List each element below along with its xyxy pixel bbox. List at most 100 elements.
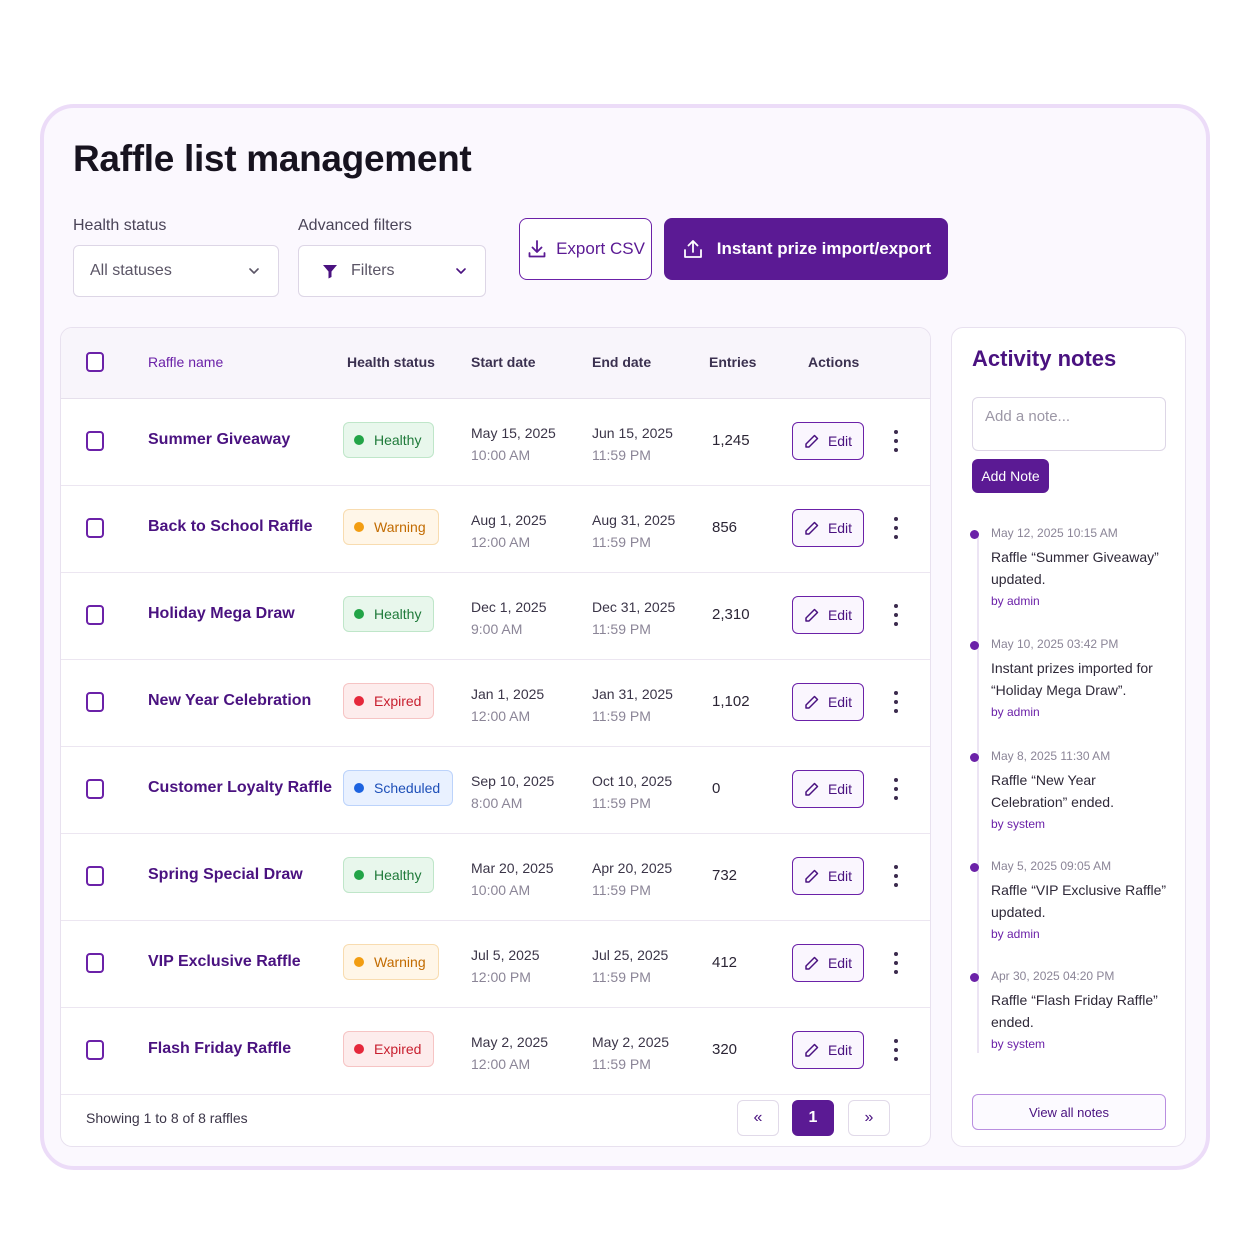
- start-time: 10:00 AM: [471, 447, 531, 463]
- edit-button[interactable]: Edit: [792, 509, 864, 547]
- end-date: May 2, 2025: [592, 1034, 670, 1050]
- status-badge: Healthy: [343, 857, 435, 893]
- status-label: Healthy: [374, 432, 422, 448]
- health-status-select[interactable]: All statuses: [73, 245, 279, 297]
- table-row: Customer Loyalty Raffle Scheduled Sep 10, …: [61, 746, 930, 834]
- row-checkbox[interactable]: [86, 779, 104, 799]
- raffle-name[interactable]: Customer Loyalty Raffle: [148, 779, 333, 796]
- edit-button[interactable]: Edit: [792, 944, 864, 982]
- end-time: 11:59 PM: [592, 1056, 651, 1072]
- entries-count: 1,245: [712, 432, 750, 449]
- advanced-filters-select[interactable]: Filters: [298, 245, 486, 297]
- more-options-icon[interactable]: [889, 430, 903, 452]
- edit-button[interactable]: Edit: [792, 422, 864, 460]
- add-note-button[interactable]: Add Note: [972, 459, 1049, 493]
- more-options-icon[interactable]: [889, 517, 903, 539]
- activity-notes-title: Activity notes: [972, 346, 1117, 371]
- table-row: Holiday Mega Draw Healthy Dec 1, 2025 9:00 …: [61, 572, 930, 660]
- note-timestamp: May 5, 2025 09:05 AM: [991, 859, 1112, 873]
- row-checkbox[interactable]: [86, 431, 104, 451]
- more-options-icon[interactable]: [889, 952, 903, 974]
- table-row: Back to School Raffle Warning Aug 1, 2025 1…: [61, 485, 930, 573]
- instant-prize-import-export-button[interactable]: Instant prize import/export: [664, 218, 948, 280]
- column-health-status[interactable]: Health status: [347, 354, 435, 370]
- edit-label: Edit: [827, 781, 853, 797]
- end-date: Jun 15, 2025: [592, 425, 673, 441]
- entries-count: 856: [712, 519, 738, 536]
- end-date-cell: Dec 31, 2025 11:59 PM: [592, 596, 675, 640]
- raffle-name[interactable]: VIP Exclusive Raffle: [148, 953, 301, 970]
- row-checkbox[interactable]: [86, 518, 104, 538]
- note-timestamp: May 12, 2025 10:15 AM: [991, 526, 1118, 540]
- start-time: 12:00 AM: [471, 708, 531, 724]
- status-label: Healthy: [374, 867, 422, 883]
- start-date-cell: Jul 5, 2025 12:00 PM: [471, 944, 540, 988]
- raffle-name[interactable]: Summer Giveaway: [148, 431, 291, 448]
- status-dot: [354, 696, 364, 706]
- table-row: Flash Friday Raffle Expired May 2, 2025 12:…: [61, 1007, 930, 1095]
- pagination-page-1[interactable]: 1: [792, 1100, 834, 1136]
- raffle-name[interactable]: Holiday Mega Draw: [148, 605, 295, 622]
- add-note-input[interactable]: Add a note...: [972, 397, 1166, 451]
- column-raffle-name[interactable]: Raffle name: [148, 354, 224, 370]
- more-options-icon[interactable]: [889, 604, 903, 626]
- advanced-filters-value: Filters: [351, 262, 395, 279]
- column-end-date[interactable]: End date: [592, 354, 652, 370]
- pagination-next-button[interactable]: »: [848, 1100, 890, 1136]
- row-checkbox[interactable]: [86, 692, 104, 712]
- status-badge: Warning: [343, 944, 439, 980]
- timeline-dot: [970, 753, 979, 762]
- status-label: Expired: [374, 693, 422, 709]
- status-badge: Healthy: [343, 596, 435, 632]
- raffle-name[interactable]: Spring Special Draw: [148, 866, 303, 883]
- download-icon: [528, 240, 546, 258]
- pencil-icon: [805, 521, 819, 535]
- timeline-dot: [970, 863, 979, 872]
- end-date: Dec 31, 2025: [592, 599, 676, 615]
- row-checkbox[interactable]: [86, 1040, 104, 1060]
- table-row: Summer Giveaway Healthy May 15, 2025 10:00 …: [61, 398, 930, 486]
- raffle-name[interactable]: Flash Friday Raffle: [148, 1040, 292, 1057]
- more-options-icon[interactable]: [889, 1039, 903, 1061]
- select-all-checkbox[interactable]: [86, 352, 104, 372]
- status-label: Healthy: [374, 606, 422, 622]
- start-date: Aug 1, 2025: [471, 512, 547, 528]
- start-date-cell: Jan 1, 2025 12:00 AM: [471, 683, 544, 727]
- pagination-prev-button[interactable]: «: [737, 1100, 779, 1136]
- edit-label: Edit: [827, 1042, 853, 1058]
- end-date: Jan 31, 2025: [592, 686, 673, 702]
- status-dot: [354, 870, 364, 880]
- filter-icon: [323, 265, 337, 279]
- more-options-icon[interactable]: [889, 778, 903, 800]
- note-message: Instant prizes imported for “Holiday Meg…: [991, 660, 1153, 698]
- edit-button[interactable]: Edit: [792, 683, 864, 721]
- more-options-icon[interactable]: [889, 691, 903, 713]
- timeline-dot: [970, 530, 979, 539]
- start-date: Jan 1, 2025: [471, 686, 545, 702]
- export-csv-button[interactable]: Export CSV: [519, 218, 652, 280]
- status-dot: [354, 609, 364, 619]
- page-title: Raffle list management: [73, 138, 472, 179]
- start-date-cell: Aug 1, 2025 12:00 AM: [471, 509, 547, 553]
- edit-button[interactable]: Edit: [792, 770, 864, 808]
- row-checkbox[interactable]: [86, 953, 104, 973]
- column-entries[interactable]: Entries: [709, 354, 757, 370]
- note-author: by admin: [991, 705, 1040, 719]
- view-all-notes-button[interactable]: View all notes: [972, 1094, 1166, 1130]
- raffle-name[interactable]: New Year Celebration: [148, 692, 312, 709]
- start-time: 12:00 AM: [471, 534, 531, 550]
- raffle-name[interactable]: Back to School Raffle: [148, 518, 313, 535]
- row-checkbox[interactable]: [86, 605, 104, 625]
- row-checkbox[interactable]: [86, 866, 104, 886]
- note-message: Raffle “Flash Friday Raffle” ended.: [991, 992, 1158, 1030]
- entries-count: 320: [712, 1041, 738, 1058]
- more-options-icon[interactable]: [889, 865, 903, 887]
- advanced-filters-label: Advanced filters: [298, 217, 412, 234]
- edit-button[interactable]: Edit: [792, 857, 864, 895]
- start-date: Mar 20, 2025: [471, 860, 554, 876]
- pencil-icon: [805, 1043, 819, 1057]
- column-start-date[interactable]: Start date: [471, 354, 536, 370]
- note-timestamp: May 8, 2025 11:30 AM: [991, 749, 1111, 763]
- edit-button[interactable]: Edit: [792, 596, 864, 634]
- edit-button[interactable]: Edit: [792, 1031, 864, 1069]
